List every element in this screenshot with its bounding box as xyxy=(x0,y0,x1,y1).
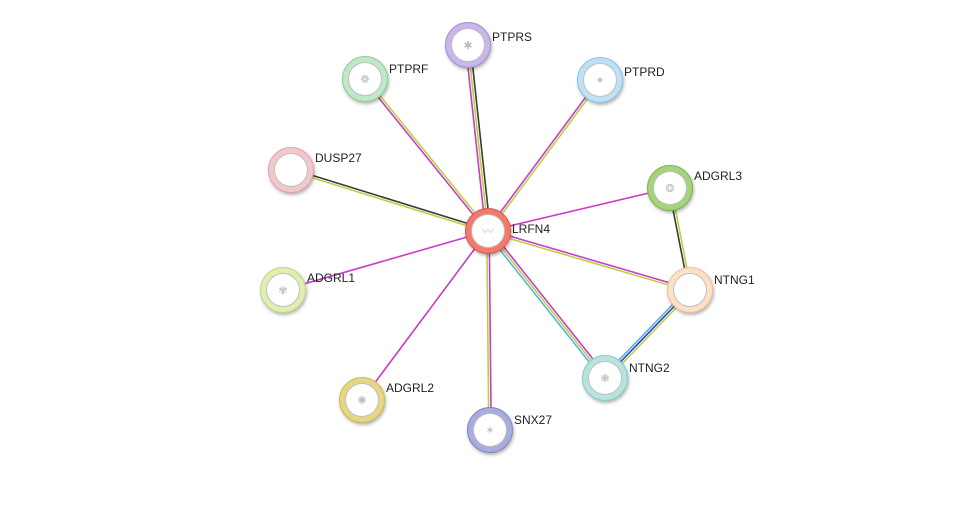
node-adgrl2[interactable]: ✺ xyxy=(339,377,385,423)
edge-experimental xyxy=(362,231,488,400)
edge-textmining xyxy=(488,232,690,291)
edge-experimental xyxy=(466,45,486,231)
structure-glyph: 〰 xyxy=(483,223,494,239)
node-lrfn4[interactable]: 〰 xyxy=(465,208,511,254)
edge-textmining xyxy=(487,231,489,430)
structure-glyph: ✱ xyxy=(463,39,472,52)
node-label-adgrl3: ADGRL3 xyxy=(694,169,742,183)
node-label-ntng1: NTNG1 xyxy=(714,273,755,287)
structure-glyph: ✺ xyxy=(357,394,366,407)
node-label-adgrl2: ADGRL2 xyxy=(386,381,434,395)
node-core: ✺ xyxy=(345,383,379,417)
edge-experimental xyxy=(364,80,487,232)
edge-database xyxy=(486,232,603,379)
node-label-ntng2: NTNG2 xyxy=(629,361,670,375)
node-core: ✶ xyxy=(473,413,507,447)
node-ptprd[interactable]: ✦ xyxy=(577,57,623,103)
node-label-dusp27: DUSP27 xyxy=(315,151,362,165)
node-core: ❁ xyxy=(348,62,382,96)
node-ptprs[interactable]: ✱ xyxy=(445,22,491,68)
edge-coexpression xyxy=(470,45,490,231)
node-label-snx27: SNX27 xyxy=(514,413,552,427)
node-label-ptprf: PTPRF xyxy=(389,62,428,76)
node-core: ❃ xyxy=(588,361,622,395)
node-snx27[interactable]: ✶ xyxy=(467,407,513,453)
node-core xyxy=(274,153,308,187)
edge-textmining xyxy=(488,231,605,378)
node-adgrl3[interactable]: ❂ xyxy=(647,165,693,211)
structure-glyph: ❁ xyxy=(360,73,369,86)
structure-glyph: ✶ xyxy=(485,424,494,437)
edge-textmining xyxy=(291,171,488,232)
edge-coexpression xyxy=(291,169,488,230)
structure-glyph: ✾ xyxy=(278,284,287,297)
node-label-lrfn4: LRFN4 xyxy=(512,222,550,236)
edge-textmining xyxy=(468,45,488,231)
structure-glyph: ❂ xyxy=(665,182,674,195)
node-ptprf[interactable]: ❁ xyxy=(342,56,388,102)
node-core: ❂ xyxy=(653,171,687,205)
node-core: 〰 xyxy=(471,214,505,248)
node-ntng2[interactable]: ❃ xyxy=(582,355,628,401)
node-label-ptprs: PTPRS xyxy=(492,30,532,44)
edge-experimental xyxy=(490,230,607,377)
node-label-ptprd: PTPRD xyxy=(624,65,665,79)
node-core xyxy=(673,273,707,307)
structure-glyph: ❃ xyxy=(600,372,609,385)
node-core: ✱ xyxy=(451,28,485,62)
edge-textmining xyxy=(366,78,489,230)
node-core: ✦ xyxy=(583,63,617,97)
node-dusp27[interactable] xyxy=(268,147,314,193)
edge-experimental xyxy=(488,230,690,289)
node-ntng1[interactable] xyxy=(667,267,713,313)
edge-experimental xyxy=(487,79,599,230)
node-adgrl1[interactable]: ✾ xyxy=(260,267,306,313)
structure-glyph: ✦ xyxy=(595,74,604,87)
node-core: ✾ xyxy=(266,273,300,307)
edge-experimental xyxy=(489,231,491,430)
node-label-adgrl1: ADGRL1 xyxy=(307,271,355,285)
